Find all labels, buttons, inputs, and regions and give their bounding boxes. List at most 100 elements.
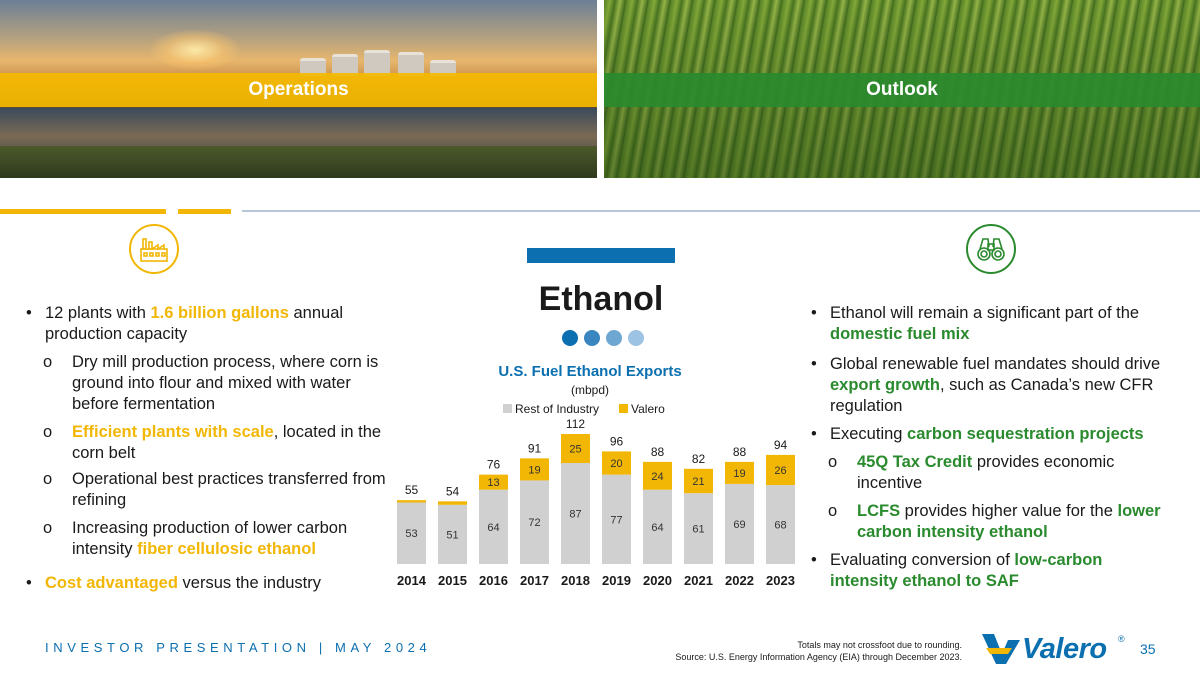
chart-subtitle: (mbpd) xyxy=(571,383,609,397)
data-label-total: 76 xyxy=(487,458,501,472)
data-label-valero: 25 xyxy=(569,444,581,456)
data-label-rest: 87 xyxy=(569,509,581,521)
ethanol-exports-chart: U.S. Fuel Ethanol Exports (mbpd) Rest of… xyxy=(397,363,795,588)
data-label-rest: 51 xyxy=(446,529,458,541)
valero-v-icon xyxy=(982,634,1020,664)
bar-rest-of-industry xyxy=(602,474,631,564)
x-tick-label: 2023 xyxy=(766,573,795,588)
data-label-total: 82 xyxy=(692,452,706,466)
x-tick-label: 2019 xyxy=(602,573,631,588)
bar-valero xyxy=(438,501,467,505)
bar-valero xyxy=(602,451,631,475)
bar-valero xyxy=(479,474,508,490)
bar-valero xyxy=(725,461,754,484)
x-tick-label: 2015 xyxy=(438,573,467,588)
list-item: o Dry mill production process, where corn… xyxy=(43,353,379,413)
data-label-total: 88 xyxy=(651,445,665,459)
bar-valero xyxy=(643,461,672,490)
data-label-valero: 13 xyxy=(487,477,499,489)
data-label-total: 96 xyxy=(610,434,624,448)
valero-logo: Valero ® xyxy=(982,632,1125,666)
outlook-banner: Outlook xyxy=(604,73,1200,107)
dot-1 xyxy=(562,330,578,346)
page-title: Ethanol xyxy=(538,280,664,318)
operations-banner: Operations xyxy=(0,73,597,107)
list-item: • Cost advantaged versus the industry xyxy=(26,574,322,592)
data-label-total: 112 xyxy=(566,417,585,431)
data-label-rest: 69 xyxy=(733,519,745,531)
footnote-source: Source: U.S. Energy Information Agency (… xyxy=(675,652,962,662)
operations-bullets: • 12 plants with 1.6 billion gallons ann… xyxy=(26,303,396,594)
bar-rest-of-industry xyxy=(397,502,426,564)
shore-grass xyxy=(0,146,597,178)
data-label-valero: 26 xyxy=(774,465,786,477)
chart-bars: 53 55 2014 51 54 2015 64 13 76 2016 72 19 91 2017 87 25… xyxy=(397,417,795,588)
list-item: • Ethanol will remain a significant part … xyxy=(811,304,1140,343)
data-label-valero: 19 xyxy=(733,468,745,480)
data-label-total: 88 xyxy=(733,445,747,459)
outlook-bullets: • Ethanol will remain a significant part … xyxy=(811,303,1171,592)
data-label-rest: 53 xyxy=(405,528,417,540)
factory-icon xyxy=(129,224,179,274)
footer-label: INVESTOR PRESENTATION | MAY 2024 xyxy=(45,640,432,655)
data-label-valero: 21 xyxy=(692,476,704,488)
dot-3 xyxy=(606,330,622,346)
data-label-rest: 64 xyxy=(651,522,663,534)
list-item: o Increasing production of lower carbon i… xyxy=(43,519,348,558)
data-label-rest: 64 xyxy=(487,522,499,534)
list-item: o 45Q Tax Credit provides economic incent… xyxy=(828,453,1115,492)
data-label-valero: 19 xyxy=(528,464,540,476)
data-label-rest: 72 xyxy=(528,517,540,529)
bar-rest-of-industry xyxy=(643,489,672,564)
bar-rest-of-industry xyxy=(766,485,795,564)
x-tick-label: 2021 xyxy=(684,573,713,588)
title-accent-bar xyxy=(527,248,675,263)
bar-valero xyxy=(397,500,426,503)
refinery-tanks xyxy=(300,46,460,76)
legend-label: Valero xyxy=(631,402,665,416)
binoculars-icon xyxy=(966,224,1016,274)
bar-rest-of-industry xyxy=(684,493,713,564)
list-item: o LCFS provides higher value for the lowe… xyxy=(828,502,1161,541)
list-item: o Operational best practices transferred … xyxy=(43,470,386,509)
chart-title: U.S. Fuel Ethanol Exports xyxy=(498,363,681,380)
x-tick-label: 2018 xyxy=(561,573,590,588)
dot-2 xyxy=(584,330,600,346)
x-tick-label: 2017 xyxy=(520,573,549,588)
data-label-total: 94 xyxy=(774,438,788,452)
x-tick-label: 2014 xyxy=(397,573,427,588)
x-tick-label: 2022 xyxy=(725,573,754,588)
data-label-rest: 68 xyxy=(774,520,786,532)
data-label-rest: 61 xyxy=(692,524,704,536)
data-label-total: 55 xyxy=(405,483,419,497)
legend-swatch xyxy=(619,404,628,413)
registered-mark: ® xyxy=(1118,634,1125,644)
list-item: • Executing carbon sequestration projects xyxy=(811,425,1144,443)
footnote-rounding: Totals may not crossfoot due to rounding… xyxy=(797,640,962,650)
x-tick-label: 2020 xyxy=(643,573,672,588)
bar-valero xyxy=(684,468,713,494)
bar-rest-of-industry xyxy=(561,463,590,564)
bar-valero xyxy=(561,434,590,464)
data-label-valero: 24 xyxy=(651,471,663,483)
list-item: • 12 plants with 1.6 billion gallons ann… xyxy=(26,304,344,343)
divider-yellow-short xyxy=(178,209,231,214)
data-label-rest: 77 xyxy=(610,514,622,526)
divider-yellow-long xyxy=(0,209,166,214)
legend-label: Rest of Industry xyxy=(515,402,599,416)
list-item: o Efficient plants with scale, located in… xyxy=(43,423,382,462)
data-label-total: 91 xyxy=(528,441,542,455)
divider-gray xyxy=(242,210,1200,212)
dot-4 xyxy=(628,330,644,346)
list-item: • Global renewable fuel mandates should d… xyxy=(811,355,1161,415)
sunset-glow xyxy=(150,30,240,70)
bar-rest-of-industry xyxy=(438,504,467,564)
list-item: • Evaluating conversion of low-carbon int… xyxy=(811,551,1103,590)
chart-legend: Rest of Industry Valero xyxy=(503,402,665,416)
bar-valero xyxy=(766,454,795,486)
bar-rest-of-industry xyxy=(520,480,549,564)
data-label-valero: 20 xyxy=(610,458,622,470)
logo-wordmark: Valero xyxy=(1022,632,1107,665)
x-tick-label: 2016 xyxy=(479,573,508,588)
data-label-total: 54 xyxy=(446,484,460,498)
